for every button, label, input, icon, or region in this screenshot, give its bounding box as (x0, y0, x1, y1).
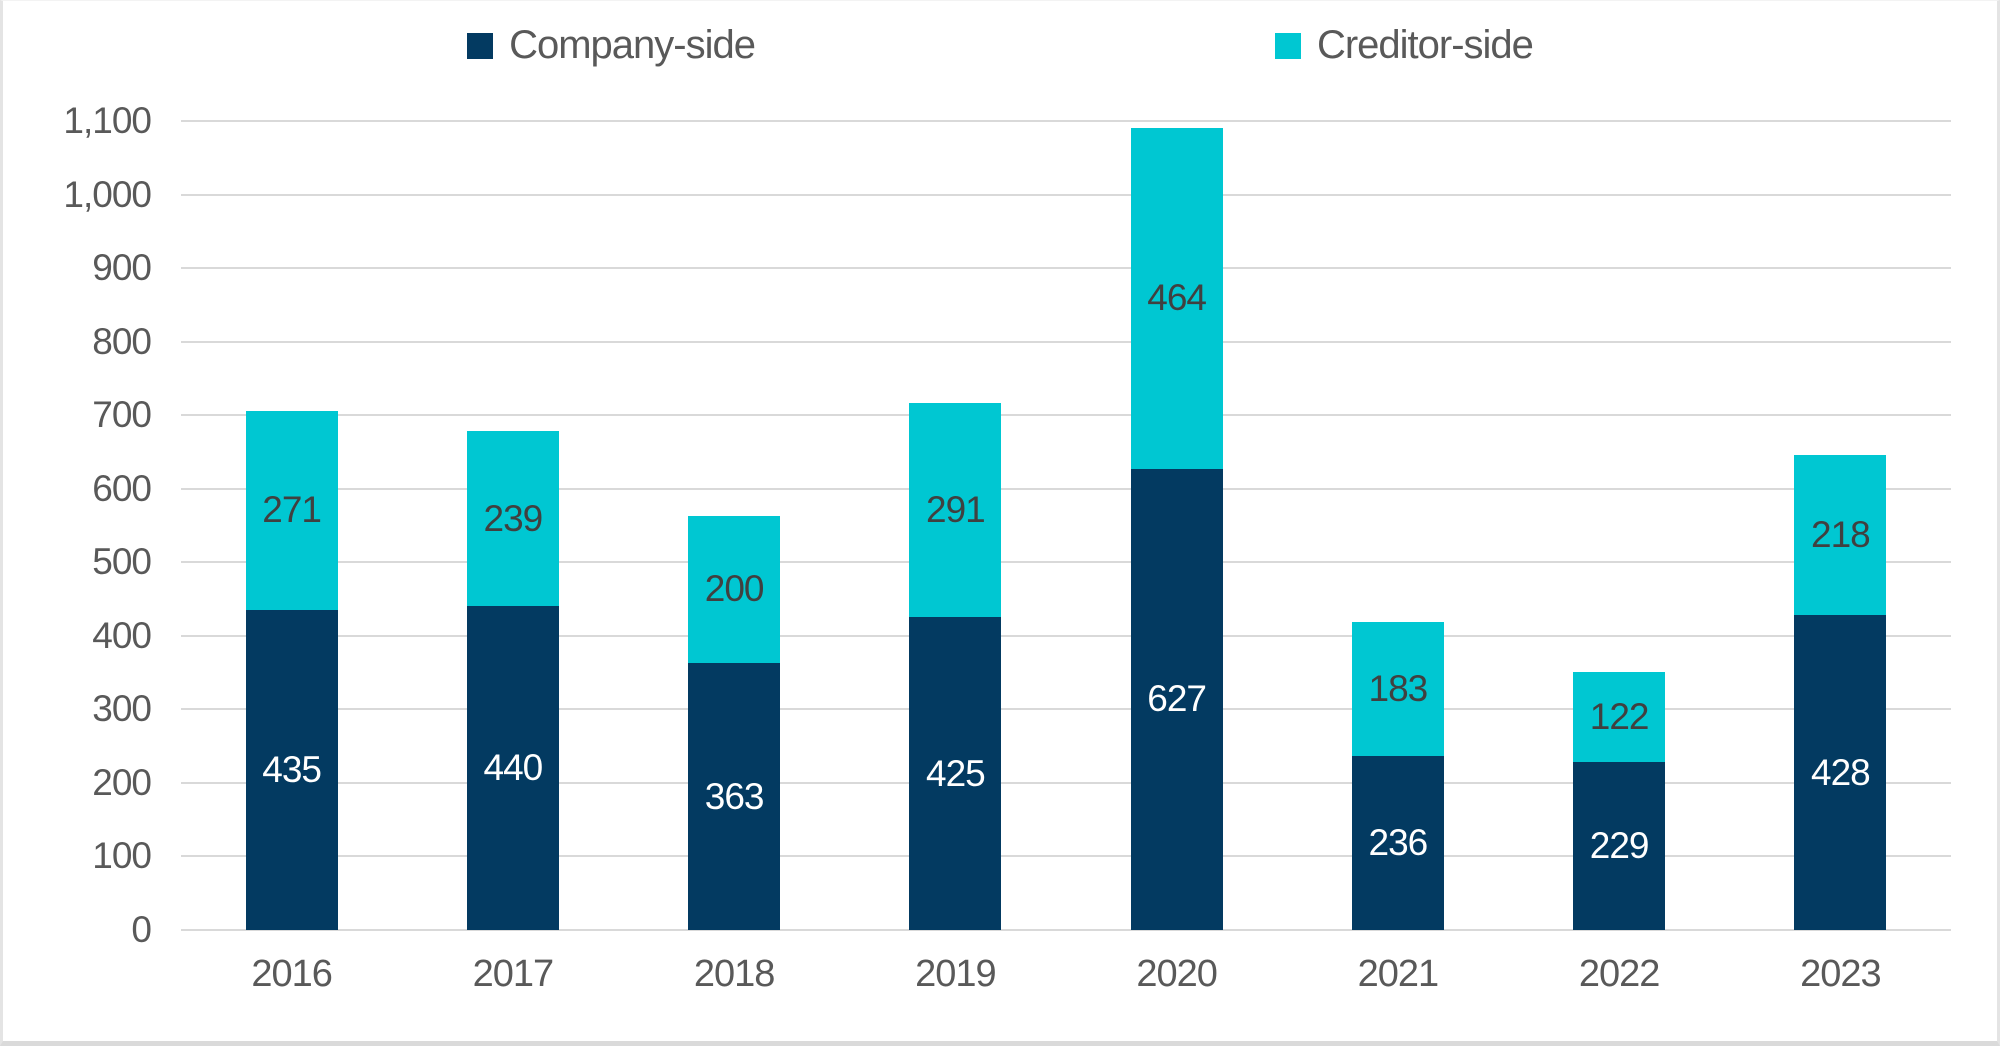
y-axis-tick-label: 300 (92, 688, 152, 730)
legend-item-company-side: Company-side (467, 23, 756, 68)
bar-segment-creditor-side (245, 410, 338, 611)
bar-segment-company-side (245, 610, 338, 930)
data-label-company-side: 627 (1147, 678, 1207, 720)
y-axis-tick-label: 700 (92, 394, 152, 436)
data-label-company-side: 435 (262, 749, 322, 791)
data-label-creditor-side: 239 (483, 497, 544, 539)
bar-segment-creditor-side (688, 515, 781, 664)
gridline (181, 340, 1951, 343)
x-axis-tick-label: 2023 (1800, 953, 1882, 995)
data-label-company-side: 428 (1811, 751, 1871, 793)
gridline (181, 487, 1951, 490)
x-axis-tick-label: 2017 (472, 953, 555, 995)
bar-segment-creditor-side (1573, 671, 1666, 762)
y-axis-tick-label: 1,100 (63, 100, 152, 141)
legend-item-creditor-side: Creditor-side (1274, 23, 1534, 68)
gridline (181, 193, 1951, 196)
data-label-creditor-side: 271 (262, 489, 322, 531)
gridline (181, 561, 1951, 564)
gridline (181, 120, 1951, 122)
y-axis-tick-label: 100 (92, 835, 152, 877)
y-axis-tick-label: 0 (131, 909, 152, 950)
y-axis-tick-label: 800 (92, 320, 152, 362)
gridline (181, 781, 1951, 784)
bar-segment-creditor-side (1130, 127, 1223, 469)
x-axis-tick-label: 2018 (693, 953, 776, 995)
data-label-company-side: 236 (1368, 822, 1429, 864)
bar-segment-creditor-side (1794, 454, 1887, 616)
x-axis-tick-label: 2016 (251, 953, 333, 995)
bar-segment-creditor-side (466, 430, 559, 607)
legend-swatch-company-icon (467, 32, 494, 59)
bar-segment-company-side (1130, 468, 1223, 930)
bar-segment-company-side (466, 606, 559, 930)
data-label-company-side: 229 (1589, 824, 1650, 866)
y-axis-tick-label: 200 (92, 761, 152, 803)
data-label-company-side: 363 (704, 775, 765, 817)
legend-label-creditor-side: Creditor-side (1316, 23, 1534, 67)
bar-segment-company-side (1351, 756, 1444, 930)
data-label-company-side: 440 (483, 747, 544, 789)
data-label-creditor-side: 183 (1368, 668, 1429, 710)
data-label-creditor-side: 464 (1147, 277, 1207, 319)
bar-segment-company-side (909, 617, 1002, 930)
bar-segment-company-side (1794, 615, 1887, 930)
bar-segment-creditor-side (1351, 621, 1444, 757)
gridline (181, 634, 1951, 637)
y-axis-tick-label: 400 (92, 614, 152, 656)
bar-segment-company-side (688, 663, 781, 930)
data-label-creditor-side: 218 (1811, 514, 1871, 556)
legend-label-company-side: Company-side (509, 23, 756, 67)
gridline (181, 929, 1951, 931)
x-axis-tick-label: 2019 (915, 953, 997, 995)
gridline (181, 708, 1951, 711)
x-axis-tick-label: 2022 (1578, 953, 1661, 995)
bar-segment-company-side (1573, 761, 1666, 930)
y-axis-tick-label: 600 (92, 467, 152, 509)
x-axis-tick-label: 2020 (1136, 953, 1218, 995)
gridline (181, 414, 1951, 417)
y-axis-tick-label: 900 (92, 247, 152, 289)
data-label-creditor-side: 200 (704, 568, 765, 610)
y-axis-tick-label: 500 (92, 541, 152, 583)
data-label-creditor-side: 122 (1589, 695, 1650, 737)
gridline (181, 855, 1951, 858)
bar-segment-creditor-side (909, 403, 1002, 618)
data-label-creditor-side: 291 (926, 489, 986, 531)
x-axis-tick-label: 2021 (1357, 953, 1440, 995)
y-axis-tick-label: 1,000 (63, 173, 152, 215)
data-label-company-side: 425 (926, 752, 986, 794)
gridline (181, 267, 1951, 270)
chart-legend: Company-side Creditor-side (3, 23, 1997, 68)
legend-swatch-creditor-icon (1274, 32, 1301, 59)
plot-area: 0 100 200 300 400 500 600 700 800 900 1,000 1,100 43… (3, 1, 1997, 1041)
